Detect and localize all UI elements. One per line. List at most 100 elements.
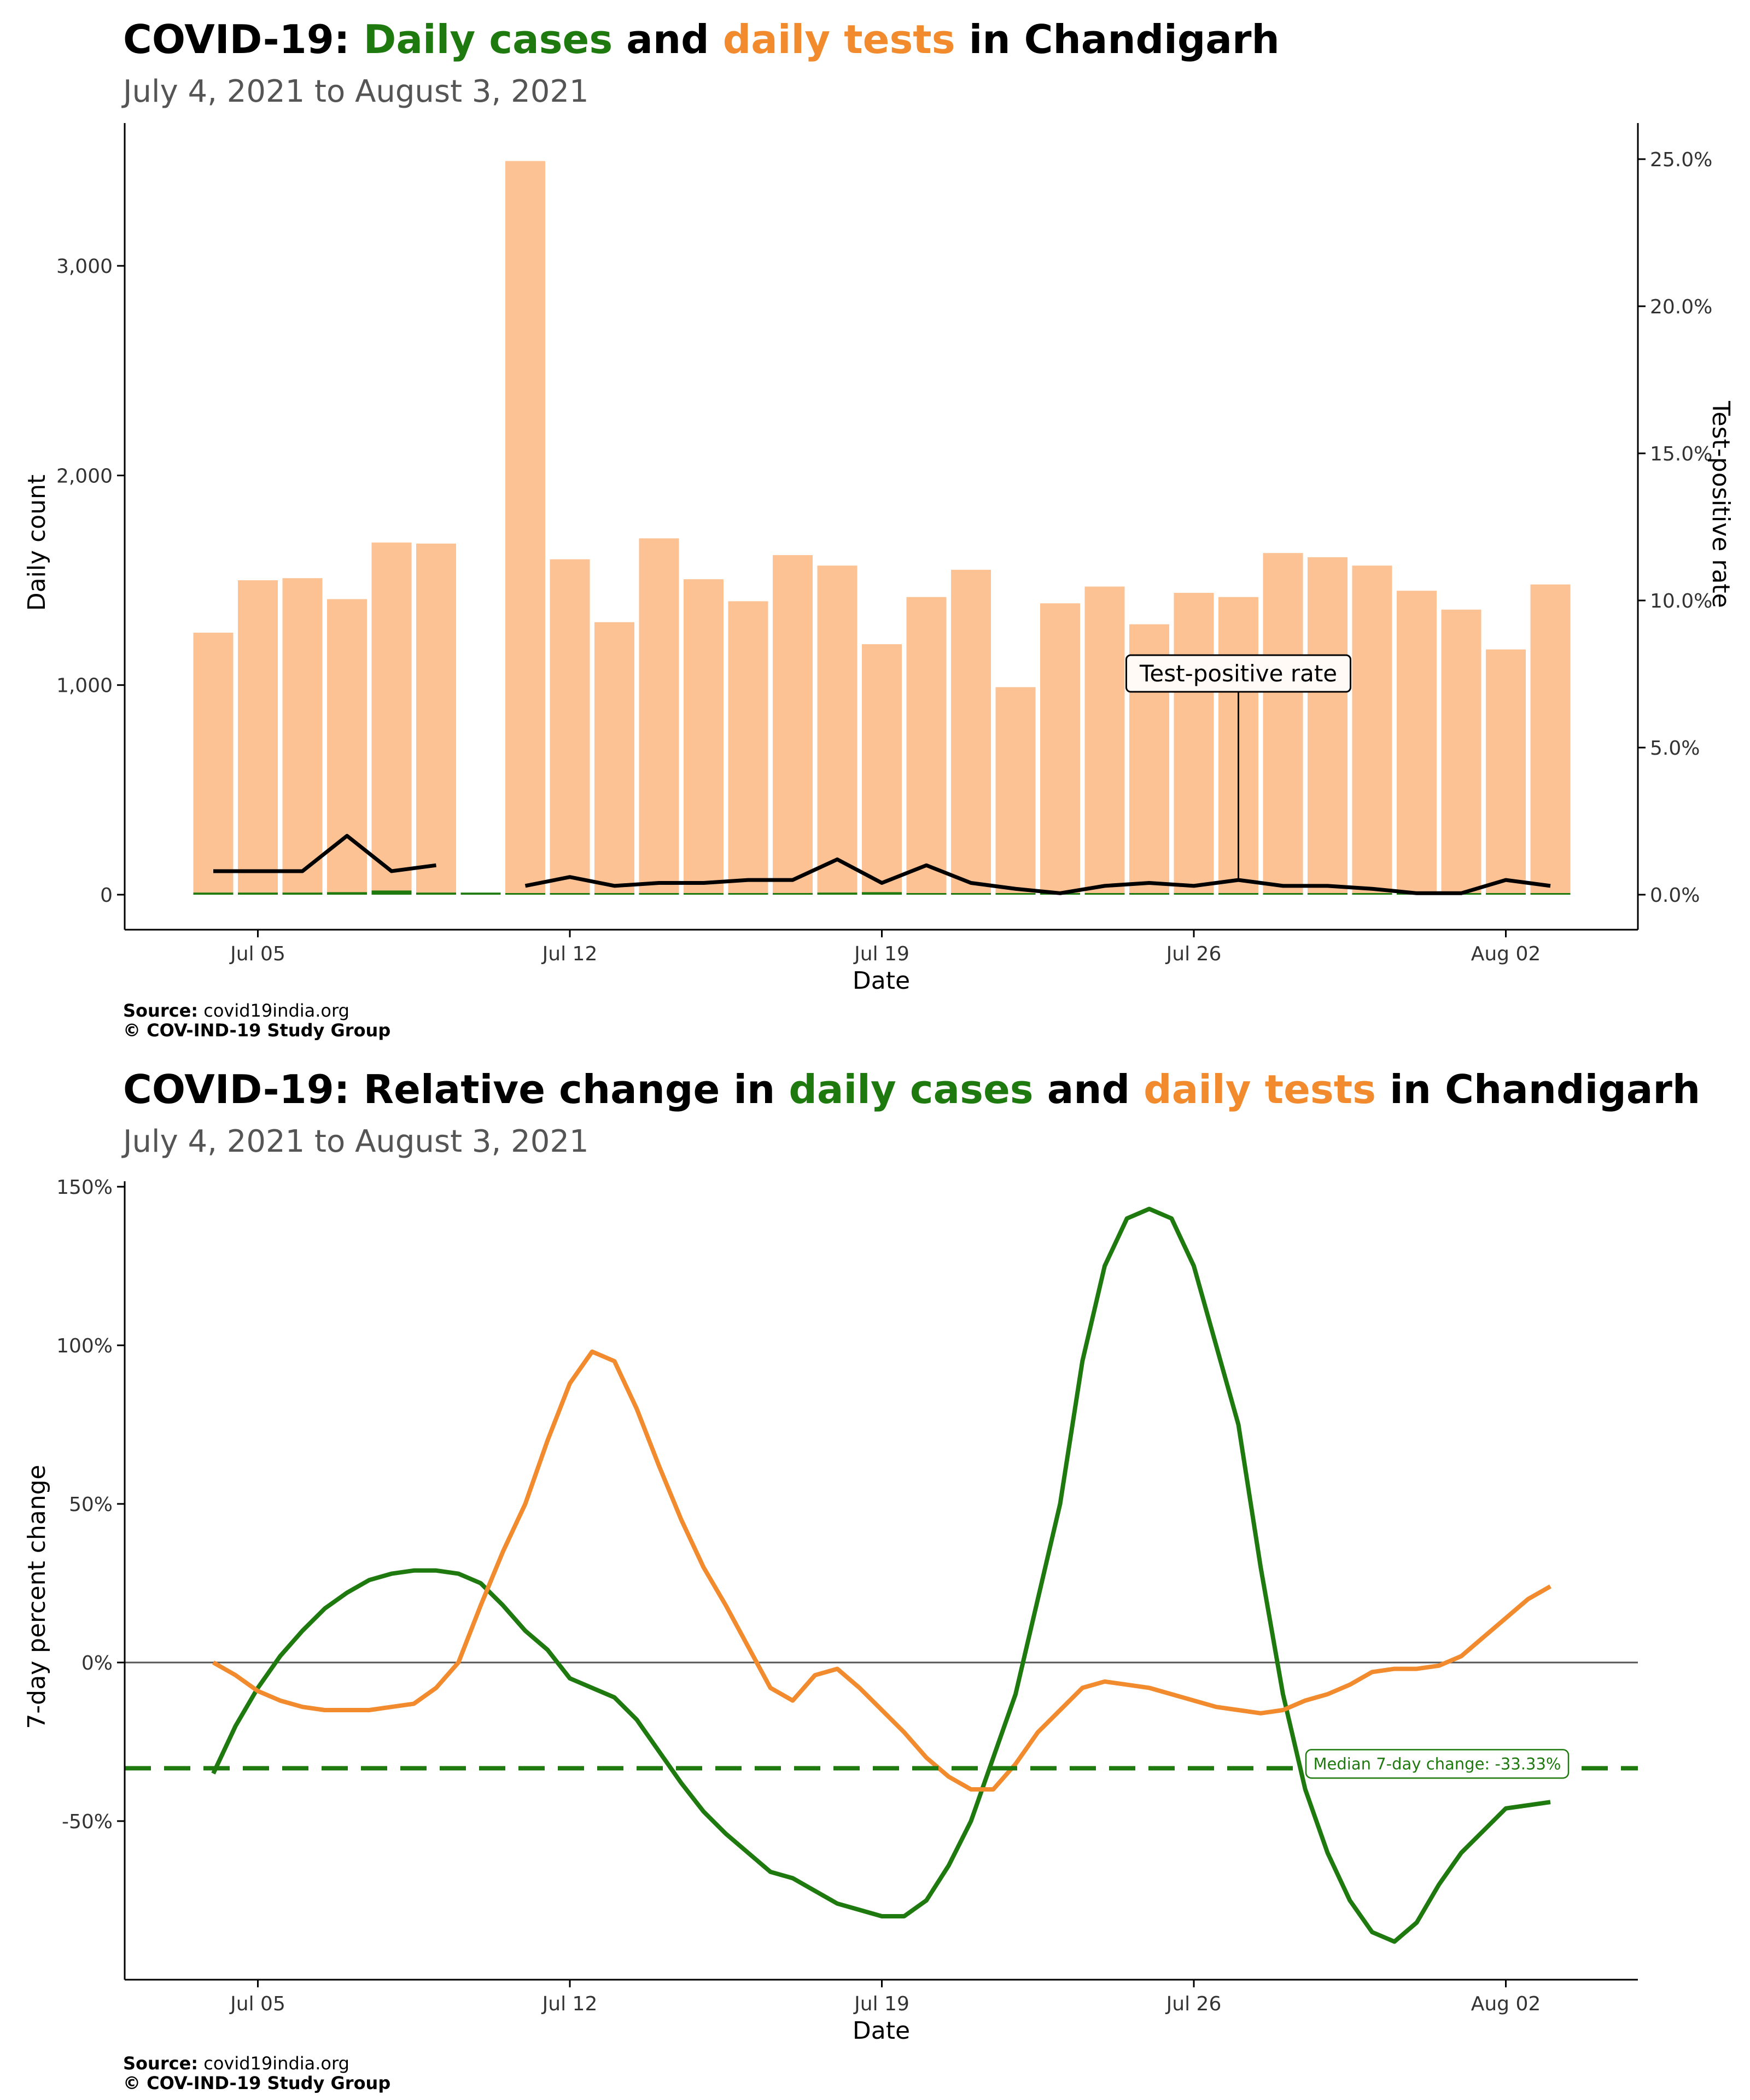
cases-bar: [193, 892, 234, 895]
cases-bar: [282, 892, 323, 895]
cases-bar: [951, 893, 991, 895]
cases-bar: [1486, 893, 1526, 895]
y-tick-label: 50%: [69, 1494, 113, 1516]
y-tick-label: 3,000: [56, 255, 113, 278]
tests-bar: [1263, 553, 1303, 895]
y-tick-label: 0%: [81, 1652, 113, 1675]
y-tick-label: 0: [100, 884, 113, 907]
cases-bar: [1352, 893, 1392, 895]
copyright: © COV-IND-19 Study Group: [123, 2073, 391, 2093]
tests-bar: [1530, 584, 1571, 895]
y2-axis-title: Test-positive rate: [1707, 400, 1735, 608]
title-part: COVID-19: Relative change in: [123, 1066, 789, 1112]
y2-tick-label: 20.0%: [1650, 296, 1712, 318]
title-part: and: [1033, 1066, 1144, 1112]
x-tick-label: Jul 19: [853, 943, 909, 965]
annotation-label: Test-positive rate: [1139, 660, 1337, 687]
title-tests-word: daily tests: [1144, 1066, 1376, 1112]
tpr-line: [213, 833, 436, 873]
y2-tick-label: 10.0%: [1650, 590, 1712, 612]
cases-bar: [371, 890, 412, 895]
tests-bar: [639, 538, 679, 895]
tests-bar: [951, 569, 991, 895]
x-axis-title: Date: [853, 2017, 910, 2045]
cases-bar: [817, 892, 858, 895]
cases-bar: [1084, 893, 1125, 895]
cases-bar: [594, 893, 634, 895]
cases-bar: [327, 892, 367, 895]
chart-title: COVID-19: Daily cases and daily tests in…: [123, 16, 1280, 62]
x-tick-label: Jul 12: [541, 943, 598, 965]
tests-cases-panel: COVID-19: Daily cases and daily tests in…: [0, 0, 1750, 1047]
tests-bar: [594, 622, 634, 895]
tests-bar: [1040, 603, 1080, 895]
title-cases-word: Daily cases: [363, 16, 613, 62]
x-tick-label: Aug 02: [1471, 943, 1541, 965]
title-cases-word: daily cases: [789, 1066, 1034, 1112]
title-part: in Chandigarh: [1376, 1066, 1701, 1112]
y2-tick-label: 0.0%: [1650, 884, 1700, 907]
tests-bar: [728, 601, 768, 895]
annotation-box: [1125, 654, 1351, 693]
tests-bar: [1486, 649, 1526, 895]
cases-bar: [684, 893, 724, 895]
y-tick-label: 1,000: [56, 675, 113, 697]
cases-bar: [1308, 893, 1348, 895]
tests-bar: [371, 542, 412, 895]
tpr-line: [524, 857, 1551, 895]
median-label: Median 7-day change: -33.33%: [1314, 1754, 1561, 1773]
cases-bar: [460, 892, 501, 895]
y2-tick-label: 5.0%: [1650, 737, 1700, 760]
tests-bar: [193, 632, 234, 895]
tests-bar: [684, 579, 724, 895]
tests-bar: [773, 555, 813, 895]
cases-bar: [238, 892, 278, 895]
source-value: covid19india.org: [198, 1000, 349, 1021]
cases-bar: [639, 893, 679, 895]
x-tick-label: Aug 02: [1471, 1993, 1541, 2015]
tests-bar: [862, 644, 902, 895]
x-tick-label: Jul 26: [1165, 1993, 1222, 2015]
cases-bar: [550, 893, 590, 895]
y2-tick-label: 15.0%: [1650, 443, 1712, 465]
tests-bar: [1352, 565, 1392, 895]
y-tick-label: -50%: [62, 1811, 113, 1833]
cases-bar: [862, 892, 902, 895]
y-tick-label: 100%: [56, 1335, 113, 1357]
tests-bar: [416, 543, 456, 895]
title-part: in Chandigarh: [955, 16, 1280, 62]
tests-bar: [906, 597, 947, 895]
source-caption: Source: covid19india.org © COV-IND-19 St…: [123, 1001, 390, 1040]
copyright: © COV-IND-19 Study Group: [123, 1020, 391, 1041]
cases-bar: [505, 893, 545, 895]
y-tick-label: 150%: [56, 1176, 113, 1199]
chart-title: COVID-19: Relative change in daily cases…: [123, 1066, 1700, 1112]
tests-bar: [282, 578, 323, 895]
x-tick-label: Jul 05: [229, 1993, 285, 2015]
cases-bar: [1129, 893, 1169, 895]
cases-bar: [1530, 893, 1571, 895]
x-tick-label: Jul 19: [853, 1993, 909, 2015]
x-axis-title: Date: [853, 967, 910, 995]
tests-bar: [1084, 586, 1125, 895]
tests-bar: [1174, 593, 1214, 895]
tests-bar: [995, 687, 1036, 895]
median-label-box: [1305, 1749, 1570, 1779]
chart-subtitle: July 4, 2021 to August 3, 2021: [123, 1124, 589, 1159]
x-tick-label: Jul 26: [1165, 943, 1222, 965]
tests-bar: [327, 599, 367, 895]
cases-bar: [773, 892, 813, 895]
cases-bar: [1263, 893, 1303, 895]
cases-bar: [1218, 893, 1258, 895]
line-chart-svg: Median 7-day change: -33.33% -50% 0% 50% 100…: [23, 1176, 1638, 2045]
cases-bar: [1174, 893, 1214, 895]
source-label: Source:: [123, 1000, 199, 1021]
cases-line: [211, 1206, 1551, 1944]
tests-bar: [550, 559, 590, 895]
cases-bar: [416, 892, 456, 895]
y-axis-title: 7-day percent change: [23, 1465, 51, 1729]
bar-chart-svg: Test-positive rate 0 1,000 2,000 3,000 0.0% 5.…: [23, 123, 1735, 995]
tests-bar: [238, 580, 278, 895]
title-tests-word: daily tests: [722, 16, 955, 62]
x-tick-label: Jul 12: [541, 1993, 598, 2015]
